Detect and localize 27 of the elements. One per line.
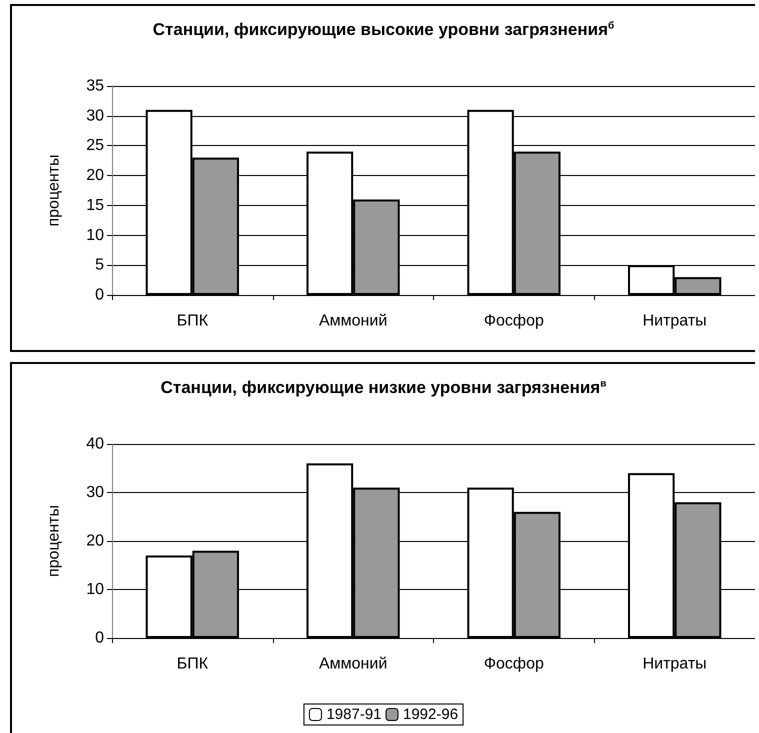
x-tick-label: Нитраты [642,312,707,330]
y-tick-label: 30 [86,107,104,124]
y-tick-label: 20 [86,532,104,550]
y-tick-label: 35 [86,78,104,94]
x-tick-label: Нитраты [642,656,707,672]
y-tick-label: 30 [86,484,104,501]
x-tick-label: Фосфор [484,312,544,330]
x-tick-label: Аммоний [318,656,388,672]
legend-label: 1987-91 [326,706,382,723]
y-axis-title: проценты [46,504,62,578]
y-tick-label: 15 [86,196,104,214]
y-tick-label: 0 [95,286,104,304]
y-tick-label: 5 [95,256,104,274]
x-tick-label: БПК [176,312,209,330]
x-tick-label: Фосфор [484,656,544,672]
chart-title: Станции, фиксирующие низкие уровни загрязнения$^{в}$ [160,378,608,398]
legend-label: 1992-96 [403,706,458,723]
y-tick-label: 10 [86,581,104,598]
y-axis-title: проценты [46,154,62,227]
y-tick-label: 0 [95,630,104,646]
x-tick-label: Аммоний [318,312,388,330]
y-tick-label: 40 [86,436,104,452]
chart-title: Станции, фиксирующие высокие уровни загрязнения$^{б}$ [152,20,616,40]
y-tick-label: 20 [86,167,104,184]
y-tick-label: 10 [86,226,104,244]
x-tick-label: БПК [176,656,209,672]
y-tick-label: 25 [86,137,104,154]
